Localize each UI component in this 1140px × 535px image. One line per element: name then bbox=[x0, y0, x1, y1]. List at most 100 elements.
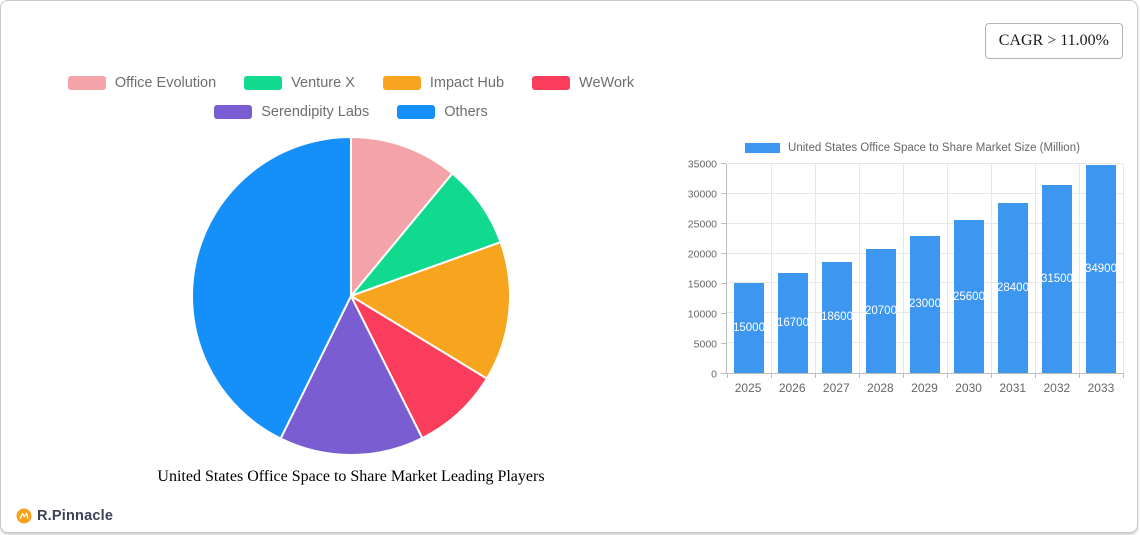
x-tick-2028: 2028 bbox=[867, 381, 894, 395]
pie-slice-impact-hub bbox=[350, 241, 511, 380]
pie-chart-section: Office Evolution Venture X Impact Hub WeWor… bbox=[1, 1, 701, 486]
bar-chart-section: United States Office Space to Share Mark… bbox=[687, 142, 1136, 395]
bar-value-label: 34900 bbox=[1084, 262, 1117, 275]
x-tick-2033: 2033 bbox=[1087, 381, 1115, 395]
v-gridline bbox=[903, 164, 904, 373]
bars: 15000 16700 18600 20700 23000 25600 28400 31500… bbox=[727, 164, 1123, 373]
y-tick-20000: 20000 bbox=[687, 247, 717, 260]
bar-2029: 23000 bbox=[908, 235, 941, 373]
bar-slot-2026: 16700 bbox=[771, 164, 815, 373]
bar-legend-label: United States Office Space to Share Mark… bbox=[788, 142, 1080, 154]
y-tick-35000: 35000 bbox=[687, 157, 717, 170]
v-gridline bbox=[990, 164, 992, 373]
x-tick-mark bbox=[903, 373, 904, 378]
cagr-badge: CAGR > 11.00% bbox=[984, 23, 1123, 59]
y-tick-mark bbox=[721, 313, 726, 314]
pie-slice-office-evolution bbox=[350, 136, 454, 297]
bar-2033: 34900 bbox=[1084, 164, 1117, 373]
pie-slice-venture-x bbox=[350, 172, 502, 297]
pie-chart-title: United States Office Space to Share Mark… bbox=[157, 468, 545, 485]
legend-item-serendipity-labs[interactable]: Serendipity Labs bbox=[214, 104, 369, 120]
pie-legend-row: Serendipity Labs Others bbox=[200, 104, 502, 120]
brand-logo: R.Pinnacle bbox=[16, 508, 113, 524]
legend-label: Venture X bbox=[291, 75, 355, 91]
v-gridline bbox=[771, 164, 772, 373]
x-tick-mark bbox=[858, 373, 860, 378]
x-tick-2032: 2032 bbox=[1043, 381, 1071, 395]
pie-legend: Office Evolution Venture X Impact Hub WeWor… bbox=[54, 75, 648, 120]
bar-slot-2027: 18600 bbox=[815, 164, 859, 373]
y-tick-25000: 25000 bbox=[687, 217, 717, 230]
bar-slot-2029: 23000 bbox=[903, 164, 947, 373]
bar-plot-area: 0 5000 10000 15000 20000 25000 30000 35000 1500… bbox=[687, 159, 1136, 379]
v-gridline bbox=[858, 164, 860, 373]
legend-swatch bbox=[214, 105, 253, 119]
bar-value-label: 20700 bbox=[864, 305, 897, 318]
legend-swatch bbox=[244, 76, 283, 90]
bar-legend-swatch bbox=[745, 143, 781, 153]
legend-item-venture-x[interactable]: Venture X bbox=[244, 75, 355, 91]
legend-swatch bbox=[397, 105, 436, 119]
bar-slot-2032: 31500 bbox=[1035, 164, 1079, 373]
legend-item-wework[interactable]: WeWork bbox=[532, 75, 634, 91]
y-tick-mark bbox=[721, 163, 726, 164]
bar-slot-2033: 34900 bbox=[1079, 164, 1123, 373]
bar-2026: 16700 bbox=[777, 273, 809, 373]
legend-item-others[interactable]: Others bbox=[397, 104, 488, 120]
bar-value-label: 23000 bbox=[908, 298, 941, 311]
x-tick-2031: 2031 bbox=[999, 381, 1027, 395]
bar-value-label: 28400 bbox=[996, 282, 1029, 295]
pie-slice-serendipity-labs bbox=[279, 295, 424, 457]
bar-slot-2031: 28400 bbox=[991, 164, 1035, 373]
brand-name: R.Pinnacle bbox=[37, 508, 114, 524]
v-gridline bbox=[815, 164, 816, 373]
x-tick-2027: 2027 bbox=[822, 381, 850, 395]
legend-label: Others bbox=[444, 104, 488, 120]
bar-legend-item[interactable]: United States Office Space to Share Mark… bbox=[689, 142, 1136, 154]
pie-legend-row: Office Evolution Venture X Impact Hub WeWor… bbox=[54, 75, 648, 91]
pie-chart bbox=[190, 136, 511, 457]
bar-2028: 20700 bbox=[864, 249, 897, 373]
x-axis: 2025 2026 2027 2028 2029 2030 2031 2032 2033 bbox=[726, 381, 1123, 395]
y-tick-mark bbox=[721, 343, 726, 344]
y-tick-10000: 10000 bbox=[687, 307, 717, 320]
y-axis: 0 5000 10000 15000 20000 25000 30000 35000 bbox=[687, 159, 726, 379]
y-tick-30000: 30000 bbox=[687, 187, 717, 200]
h-gridline bbox=[727, 222, 1123, 224]
legend-swatch bbox=[382, 76, 421, 90]
legend-item-impact-hub[interactable]: Impact Hub bbox=[382, 75, 505, 91]
bar-2030: 25600 bbox=[952, 220, 985, 373]
y-tick-mark bbox=[721, 193, 726, 194]
bar-2025: 15000 bbox=[732, 283, 765, 373]
legend-swatch bbox=[67, 76, 106, 90]
x-tick-2025: 2025 bbox=[734, 381, 762, 395]
bar-value-label: 18600 bbox=[820, 311, 853, 324]
legend-label: Impact Hub bbox=[429, 75, 505, 91]
v-gridline bbox=[1123, 164, 1124, 373]
x-tick-mark bbox=[1123, 373, 1124, 378]
pie-slice-others bbox=[190, 136, 352, 440]
x-tick-mark bbox=[727, 373, 728, 378]
pie-slice-wework bbox=[350, 295, 488, 440]
legend-item-office-evolution[interactable]: Office Evolution bbox=[67, 75, 217, 91]
bar-value-label: 31500 bbox=[1040, 272, 1073, 285]
y-tick-mark bbox=[721, 223, 726, 224]
x-tick-mark bbox=[947, 373, 948, 378]
bar-slot-2030: 25600 bbox=[947, 164, 991, 373]
y-tick-mark bbox=[721, 253, 726, 254]
h-gridline bbox=[727, 192, 1123, 194]
x-tick-2030: 2030 bbox=[955, 381, 982, 395]
bar-slot-2025: 15000 bbox=[727, 164, 771, 373]
bar-2031: 28400 bbox=[996, 203, 1029, 373]
x-tick-mark bbox=[1079, 373, 1080, 378]
bar-value-label: 15000 bbox=[732, 322, 765, 335]
x-tick-mark bbox=[990, 373, 992, 378]
bar-value-label: 25600 bbox=[952, 290, 985, 303]
legend-swatch bbox=[532, 76, 571, 90]
pinnacle-circle-icon bbox=[16, 508, 32, 524]
y-tick-15000: 15000 bbox=[687, 277, 717, 290]
legend-label: Office Evolution bbox=[114, 75, 217, 91]
x-tick-2029: 2029 bbox=[911, 381, 938, 395]
v-gridline bbox=[1035, 164, 1036, 373]
